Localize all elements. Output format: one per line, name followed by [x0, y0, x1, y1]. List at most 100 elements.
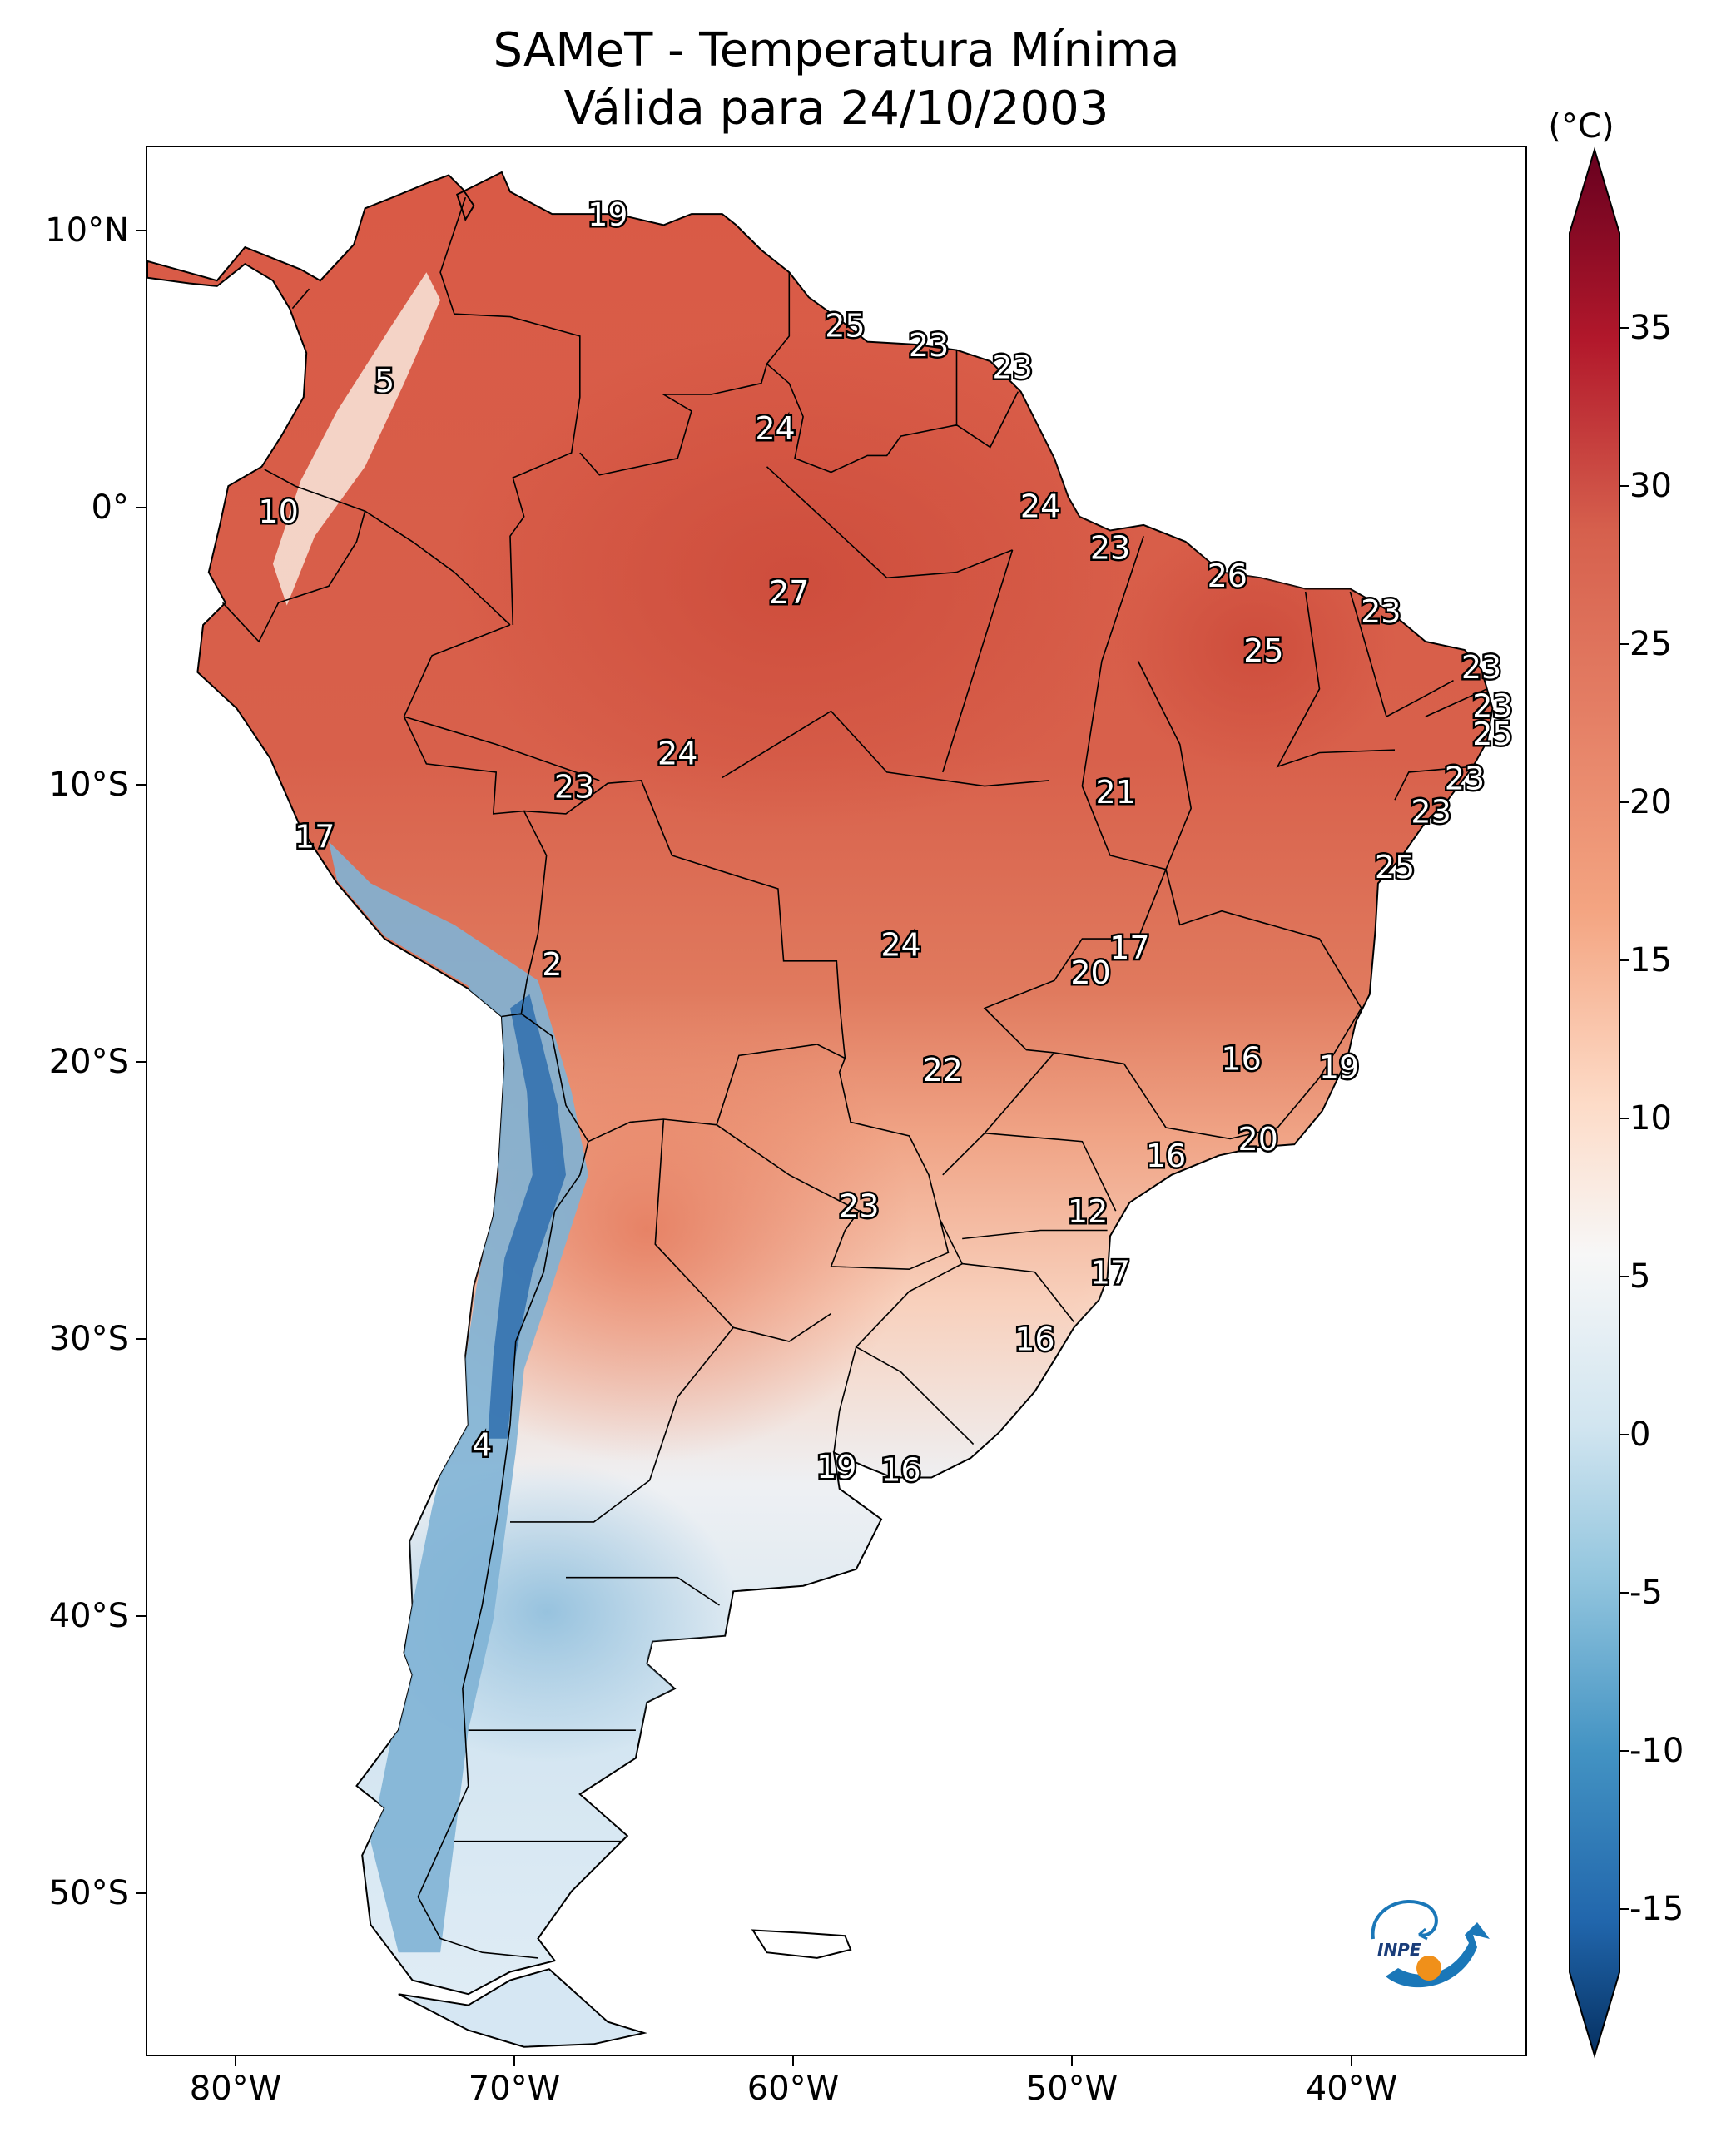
- station-value-label: 21: [1096, 774, 1136, 811]
- station-value-label: 19: [1319, 1049, 1359, 1086]
- lon-tick-mark: [792, 2056, 794, 2066]
- station-value-label: 24: [657, 735, 697, 771]
- land-layer: [147, 171, 1494, 2048]
- lat-tick-mark: [136, 1615, 146, 1617]
- station-value-label: 16: [1014, 1321, 1054, 1358]
- station-value-label: 16: [1146, 1138, 1186, 1174]
- colorbar-tick-mark: [1619, 801, 1629, 803]
- station-value-label: 24: [880, 927, 920, 964]
- southeast-cool-area: [1063, 1188, 1479, 1520]
- station-value-label: 23: [839, 1188, 879, 1224]
- station-value-label: 24: [1020, 488, 1060, 524]
- station-value-label: 23: [1461, 649, 1501, 686]
- map-panel: 19 5 25 23 23 24 10 24 23 27 26 23 25 23 23 25 24 23 21 23 2…: [146, 146, 1527, 2056]
- lat-tick-label: 30°S: [48, 1320, 129, 1358]
- station-value-label: 23: [1411, 793, 1451, 830]
- lat-tick-label: 20°S: [48, 1043, 129, 1081]
- colorbar-tick-label: 15: [1629, 941, 1672, 979]
- station-value-label: 19: [588, 196, 627, 233]
- station-value-label: 25: [825, 307, 865, 344]
- amazon-warm-core: [447, 330, 1146, 830]
- colorbar-tick-label: 30: [1629, 467, 1672, 505]
- station-value-label: 26: [1208, 558, 1247, 594]
- lat-tick-mark: [136, 784, 146, 786]
- colorbar-tick-mark: [1619, 1908, 1629, 1910]
- colorbar-tick-mark: [1619, 1750, 1629, 1752]
- colorbar-tick-mark: [1619, 959, 1629, 961]
- lon-tick-mark: [1071, 2056, 1073, 2066]
- colorbar-tick-label: 35: [1629, 309, 1672, 347]
- andes-cold-band: [329, 841, 588, 1953]
- station-value-label: 23: [554, 768, 594, 805]
- station-value-label: 16: [880, 1451, 920, 1488]
- colorbar-tick-mark: [1619, 1118, 1629, 1119]
- inpe-logo: INPE: [1371, 1900, 1490, 1988]
- chart-title: SAMeT - Temperatura Mínima: [493, 23, 1180, 77]
- station-value-label: 27: [769, 574, 809, 611]
- colorbar-tick-label: -5: [1629, 1574, 1663, 1612]
- tierra-del-fuego: [398, 1968, 647, 2048]
- station-value-label: 23: [1361, 593, 1401, 630]
- station-value-label: 25: [1472, 716, 1512, 752]
- lat-tick-label: 50°S: [48, 1874, 129, 1912]
- station-value-label: 23: [992, 350, 1032, 386]
- lat-tick-mark: [136, 1061, 146, 1063]
- station-value-label: 5: [374, 363, 394, 399]
- lat-tick-label: 0°: [91, 488, 129, 527]
- station-value-label: 23: [909, 327, 949, 364]
- colorbar-tick-label: -15: [1629, 1890, 1684, 1928]
- lat-tick-mark: [136, 1892, 146, 1894]
- national-state-borders: [221, 196, 1488, 1959]
- lat-tick-label: 10°N: [45, 211, 129, 250]
- colorbar-unit: (°C): [1548, 107, 1614, 146]
- colorbar-tick-label: 25: [1629, 625, 1672, 663]
- colorbar: [1569, 146, 1620, 2059]
- lon-tick-label: 70°W: [468, 2070, 561, 2108]
- colorbar-tick-label: 20: [1629, 783, 1672, 821]
- lat-tick-mark: [136, 1338, 146, 1340]
- station-value-label: 17: [1109, 930, 1149, 966]
- station-value-label: 17: [295, 819, 335, 855]
- chart-subtitle: Válida para 24/10/2003: [563, 82, 1109, 136]
- andes-coldest-core: [488, 994, 566, 1439]
- station-value-label: 12: [1068, 1193, 1108, 1230]
- station-value-label: 16: [1221, 1040, 1261, 1077]
- lon-tick-mark: [513, 2056, 515, 2066]
- lat-tick-label: 10°S: [48, 766, 129, 804]
- pampa-warm-core: [380, 996, 913, 1462]
- station-value-label: 24: [755, 410, 795, 447]
- lon-tick-mark: [1351, 2056, 1352, 2066]
- colorbar-tick-mark: [1619, 1592, 1629, 1594]
- station-value-label: 22: [923, 1052, 963, 1088]
- station-value-label: 19: [816, 1449, 856, 1485]
- colorbar-tick-mark: [1619, 327, 1629, 329]
- station-value-label: 23: [1090, 529, 1130, 566]
- colombian-andes-cool-band: [272, 272, 441, 606]
- colorbar-tick-mark: [1619, 1276, 1629, 1277]
- falkland-islands: [751, 1929, 852, 1959]
- colorbar-tick-mark: [1619, 643, 1629, 645]
- station-value-label: 10: [258, 493, 298, 530]
- station-value-label: 17: [1090, 1254, 1130, 1291]
- lat-tick-mark: [136, 230, 146, 231]
- station-value-label: 4: [472, 1426, 492, 1463]
- lat-tick-mark: [136, 507, 146, 508]
- colorbar-tick-label: 0: [1629, 1416, 1651, 1454]
- station-value-label: 25: [1375, 849, 1415, 885]
- lon-tick-label: 60°W: [746, 2070, 840, 2108]
- station-value-label: 25: [1243, 632, 1283, 669]
- lon-tick-label: 40°W: [1305, 2070, 1398, 2108]
- station-value-label: 20: [1070, 955, 1110, 991]
- lat-tick-label: 40°S: [48, 1597, 129, 1635]
- colorbar-tick-label: 10: [1629, 1099, 1672, 1138]
- station-value-label: 20: [1238, 1121, 1278, 1158]
- lon-tick-label: 80°W: [189, 2070, 282, 2108]
- station-value-label: 2: [542, 946, 562, 983]
- colorbar-tick-mark: [1619, 485, 1629, 487]
- station-value-label: 23: [1472, 688, 1512, 725]
- svg-text:INPE: INPE: [1377, 1940, 1421, 1960]
- colorbar-tick-label: 5: [1629, 1257, 1651, 1296]
- colorbar-body: [1569, 146, 1620, 2059]
